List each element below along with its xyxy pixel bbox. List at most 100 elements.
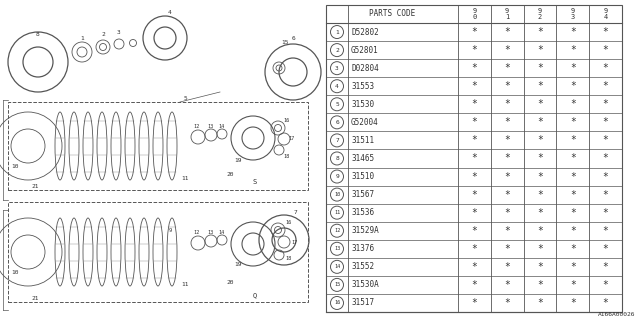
Text: 9
4: 9 4: [604, 8, 608, 20]
Text: 9
0: 9 0: [472, 8, 477, 20]
Text: 31530A: 31530A: [351, 280, 379, 289]
Text: 8: 8: [335, 156, 339, 161]
Text: *: *: [472, 135, 477, 145]
Text: *: *: [570, 99, 576, 109]
Text: 31536: 31536: [351, 208, 374, 217]
Text: 16: 16: [283, 118, 289, 124]
Text: *: *: [472, 226, 477, 236]
Text: *: *: [504, 244, 510, 254]
Text: *: *: [504, 226, 510, 236]
Text: 3: 3: [335, 66, 339, 71]
Bar: [8, 202, 308, 302]
Text: *: *: [603, 172, 609, 181]
Text: *: *: [603, 135, 609, 145]
Text: 20: 20: [227, 279, 234, 284]
Text: 16: 16: [285, 220, 291, 226]
Text: S: S: [253, 179, 257, 185]
Text: *: *: [504, 27, 510, 37]
Text: *: *: [603, 99, 609, 109]
Text: 17: 17: [288, 137, 294, 141]
Text: *: *: [504, 117, 510, 127]
Text: G52004: G52004: [351, 118, 379, 127]
Text: *: *: [570, 298, 576, 308]
Text: *: *: [570, 63, 576, 73]
Text: *: *: [504, 280, 510, 290]
Text: 12: 12: [334, 228, 340, 233]
Text: *: *: [603, 27, 609, 37]
Text: 11: 11: [334, 210, 340, 215]
Text: 21: 21: [31, 185, 39, 189]
Text: *: *: [504, 208, 510, 218]
Text: *: *: [504, 154, 510, 164]
Text: *: *: [472, 280, 477, 290]
Text: *: *: [570, 81, 576, 91]
Text: *: *: [504, 81, 510, 91]
Text: *: *: [472, 208, 477, 218]
Text: *: *: [537, 81, 543, 91]
Text: 12: 12: [193, 230, 199, 236]
Text: Q: Q: [253, 292, 257, 298]
Text: 13: 13: [207, 124, 213, 129]
Text: 9
1: 9 1: [505, 8, 509, 20]
Text: 9
3: 9 3: [571, 8, 575, 20]
Text: D02804: D02804: [351, 64, 379, 73]
Text: *: *: [603, 189, 609, 200]
Text: *: *: [504, 262, 510, 272]
Text: *: *: [472, 154, 477, 164]
Text: 31465: 31465: [351, 154, 374, 163]
Text: 15: 15: [334, 283, 340, 287]
Text: 11: 11: [181, 283, 189, 287]
Text: *: *: [537, 135, 543, 145]
Text: *: *: [570, 262, 576, 272]
Text: *: *: [570, 154, 576, 164]
Text: *: *: [603, 81, 609, 91]
Text: 6: 6: [292, 36, 296, 41]
Text: 11: 11: [181, 175, 189, 180]
Text: *: *: [603, 208, 609, 218]
Text: 31510: 31510: [351, 172, 374, 181]
Text: *: *: [472, 172, 477, 181]
Text: *: *: [504, 298, 510, 308]
Text: *: *: [570, 244, 576, 254]
Text: *: *: [537, 154, 543, 164]
Text: 8: 8: [36, 33, 40, 37]
Text: *: *: [570, 45, 576, 55]
Text: D52802: D52802: [351, 28, 379, 36]
Text: 18: 18: [283, 155, 289, 159]
Text: *: *: [472, 45, 477, 55]
Text: 14: 14: [218, 229, 224, 235]
Text: *: *: [504, 172, 510, 181]
Text: *: *: [603, 280, 609, 290]
Text: 1: 1: [80, 36, 84, 41]
Text: *: *: [603, 262, 609, 272]
Text: *: *: [603, 117, 609, 127]
Text: 9
2: 9 2: [538, 8, 542, 20]
Text: *: *: [472, 298, 477, 308]
Text: 31517: 31517: [351, 299, 374, 308]
Text: *: *: [472, 262, 477, 272]
Text: *: *: [570, 117, 576, 127]
Text: 19: 19: [234, 157, 242, 163]
Text: *: *: [537, 226, 543, 236]
Text: *: *: [504, 63, 510, 73]
Text: 14: 14: [334, 264, 340, 269]
Text: 10: 10: [334, 192, 340, 197]
Text: *: *: [472, 63, 477, 73]
Text: 19: 19: [234, 262, 242, 268]
Text: *: *: [537, 244, 543, 254]
Text: 2: 2: [335, 48, 339, 52]
Text: *: *: [570, 189, 576, 200]
Text: 31567: 31567: [351, 190, 374, 199]
Text: 1: 1: [335, 29, 339, 35]
Text: *: *: [472, 189, 477, 200]
Text: A166A00026: A166A00026: [598, 312, 635, 317]
Text: 6: 6: [335, 120, 339, 125]
Text: *: *: [603, 154, 609, 164]
Text: *: *: [537, 117, 543, 127]
Text: *: *: [472, 244, 477, 254]
Text: 14: 14: [218, 124, 224, 129]
Text: 20: 20: [227, 172, 234, 178]
Text: *: *: [603, 63, 609, 73]
Text: *: *: [570, 208, 576, 218]
Text: *: *: [504, 99, 510, 109]
